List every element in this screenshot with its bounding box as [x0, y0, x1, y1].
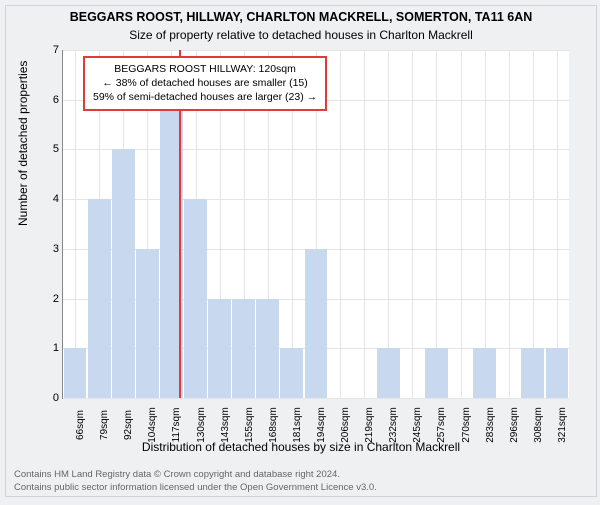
histogram-bar — [546, 348, 569, 398]
histogram-bar — [425, 348, 448, 398]
x-tick-label: 308sqm — [533, 407, 544, 443]
x-tick-label: 206sqm — [340, 407, 351, 443]
histogram-bar — [377, 348, 400, 398]
y-tick-label: 3 — [41, 243, 59, 255]
y-tick-label: 5 — [41, 143, 59, 155]
gridline-v — [364, 50, 365, 398]
x-tick-label: 232sqm — [388, 407, 399, 443]
gridline-v — [412, 50, 413, 398]
x-tick-label: 143sqm — [220, 407, 231, 443]
footer-line-2: Contains public sector information licen… — [14, 482, 377, 494]
histogram-bar — [112, 149, 135, 398]
x-tick-label: 257sqm — [436, 407, 447, 443]
x-tick-label: 92sqm — [123, 410, 134, 440]
histogram-bar — [232, 299, 255, 398]
x-tick-label: 296sqm — [509, 407, 520, 443]
x-tick-label: 104sqm — [147, 407, 158, 443]
histogram-bar — [64, 348, 87, 398]
x-tick-label: 283sqm — [485, 407, 496, 443]
x-tick-label: 219sqm — [364, 407, 375, 443]
annotation-box: BEGGARS ROOST HILLWAY: 120sqm ← 38% of d… — [83, 56, 327, 111]
histogram-bar — [208, 299, 231, 398]
y-tick-label: 6 — [41, 94, 59, 106]
x-tick-label: 194sqm — [316, 407, 327, 443]
annotation-line-2: ← 38% of detached houses are smaller (15… — [93, 76, 317, 90]
chart-plot-area: BEGGARS ROOST HILLWAY: 120sqm ← 38% of d… — [62, 50, 569, 399]
gridline-h — [63, 398, 569, 399]
gridline-v — [75, 50, 76, 398]
histogram-bar — [305, 249, 328, 398]
x-tick-label: 155sqm — [244, 407, 255, 443]
gridline-v — [388, 50, 389, 398]
gridline-v — [557, 50, 558, 398]
annotation-line-1: BEGGARS ROOST HILLWAY: 120sqm — [93, 62, 317, 76]
y-tick-label: 7 — [41, 44, 59, 56]
y-tick-label: 1 — [41, 342, 59, 354]
x-tick-label: 270sqm — [461, 407, 472, 443]
x-tick-label: 66sqm — [75, 410, 86, 440]
gridline-v — [436, 50, 437, 398]
gridline-v — [485, 50, 486, 398]
footer-line-1: Contains HM Land Registry data © Crown c… — [14, 469, 377, 481]
histogram-bar — [280, 348, 303, 398]
page-subtitle: Size of property relative to detached ho… — [6, 28, 596, 42]
histogram-bar — [521, 348, 544, 398]
page-title: BEGGARS ROOST, HILLWAY, CHARLTON MACKREL… — [6, 10, 596, 24]
y-tick-label: 4 — [41, 193, 59, 205]
histogram-bar — [473, 348, 496, 398]
x-tick-label: 117sqm — [171, 408, 182, 443]
y-axis-label: Number of detached properties — [16, 61, 30, 226]
x-tick-label: 321sqm — [557, 407, 568, 443]
y-tick-label: 0 — [41, 392, 59, 404]
annotation-line-3: 59% of semi-detached houses are larger (… — [93, 90, 317, 104]
footer-attribution: Contains HM Land Registry data © Crown c… — [14, 469, 377, 494]
histogram-bar — [184, 199, 207, 398]
gridline-v — [340, 50, 341, 398]
x-tick-label: 245sqm — [412, 407, 423, 443]
histogram-bar — [136, 249, 159, 398]
gridline-v — [533, 50, 534, 398]
histogram-bar — [88, 199, 111, 398]
x-tick-label: 79sqm — [99, 410, 110, 440]
x-tick-label: 168sqm — [268, 407, 279, 443]
gridline-v — [461, 50, 462, 398]
x-tick-label: 130sqm — [196, 407, 207, 443]
y-tick-label: 2 — [41, 293, 59, 305]
gridline-v — [509, 50, 510, 398]
x-axis-label: Distribution of detached houses by size … — [6, 440, 596, 454]
histogram-bar — [256, 299, 279, 398]
x-tick-label: 181sqm — [292, 407, 303, 443]
